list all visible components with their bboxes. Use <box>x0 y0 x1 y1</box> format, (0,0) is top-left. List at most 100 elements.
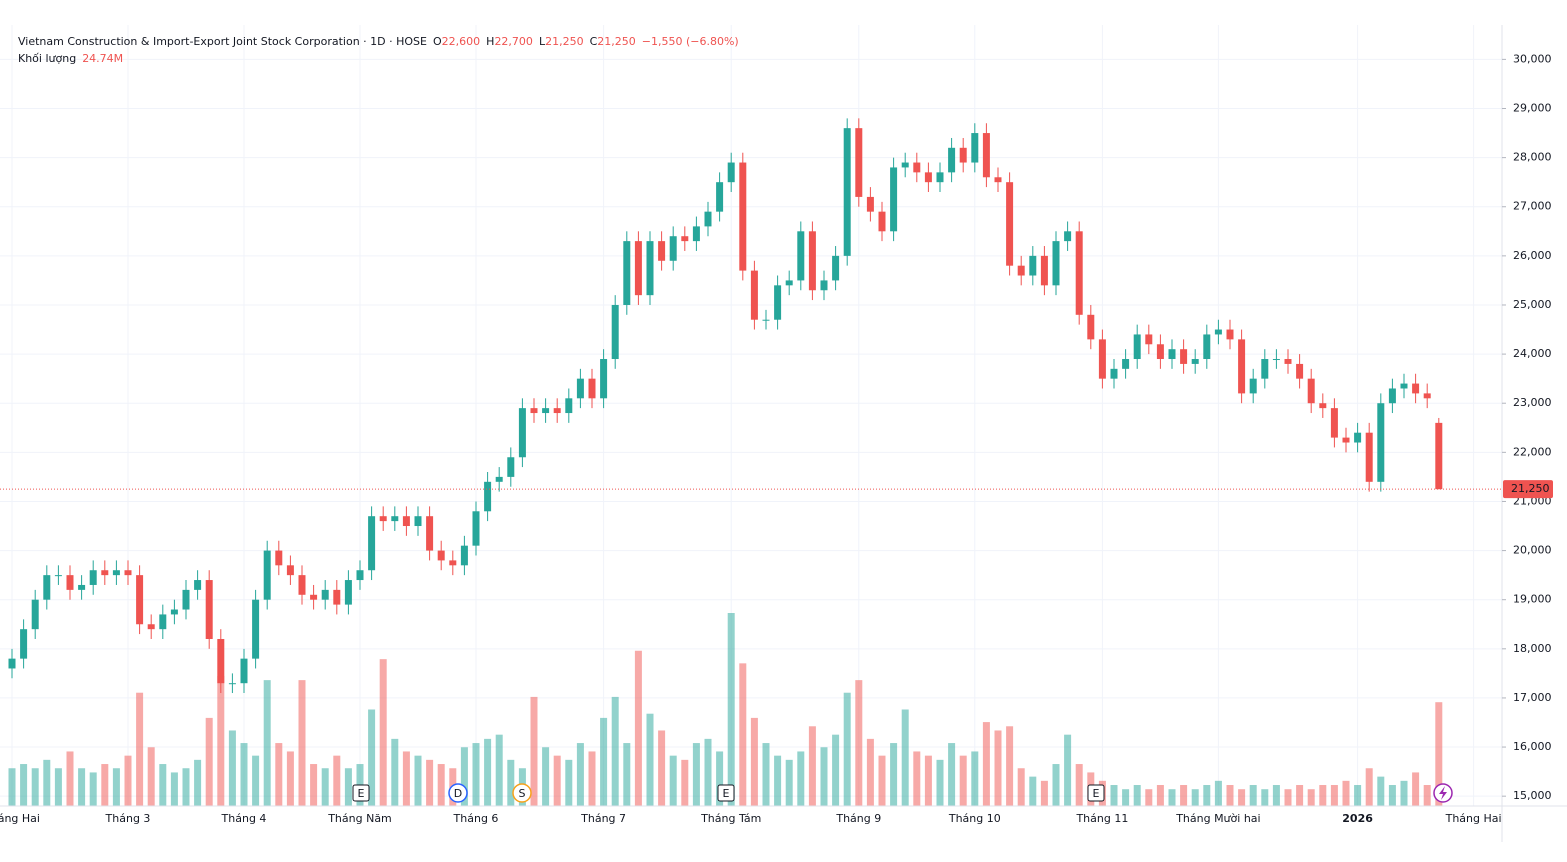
candle-body <box>228 683 236 685</box>
volume-bar <box>1365 768 1373 806</box>
event-marker[interactable]: E <box>352 784 370 802</box>
volume-bar <box>866 738 874 806</box>
y-tick-label: 24,000 <box>1513 347 1552 360</box>
volume-bar <box>1238 789 1246 806</box>
ohlc-key: L <box>539 35 546 48</box>
candle-body <box>1156 344 1164 360</box>
volume-bar <box>205 717 213 806</box>
candle-body <box>495 476 503 482</box>
volume-bar <box>1400 780 1408 806</box>
volume-bar <box>426 759 434 806</box>
candle-body <box>843 128 851 256</box>
candle-body <box>948 147 956 173</box>
volume-bar <box>600 717 608 806</box>
candle-body <box>1029 255 1037 276</box>
candle-body <box>530 408 538 414</box>
volume-bar <box>658 730 666 806</box>
candle-body <box>1191 359 1199 364</box>
candle-body <box>1330 408 1338 438</box>
volume-bar <box>460 747 468 806</box>
candle-body <box>623 241 631 305</box>
candle-body <box>136 575 144 625</box>
y-tick-label: 22,000 <box>1513 445 1552 458</box>
event-badge <box>512 783 532 803</box>
candle-body <box>588 378 596 399</box>
candle-body <box>310 594 318 600</box>
candle-body <box>890 167 898 232</box>
volume-bar <box>1296 785 1304 806</box>
ohlc-key: H <box>486 35 494 48</box>
candle-body <box>1435 422 1443 490</box>
y-tick-label: 30,000 <box>1513 52 1552 65</box>
event-marker[interactable]: E <box>1087 784 1105 802</box>
candle-body <box>565 398 573 414</box>
candle-body <box>982 133 990 178</box>
candle-body <box>101 570 109 576</box>
volume-bar <box>136 692 144 806</box>
candle-body <box>1249 378 1257 394</box>
alert-icon[interactable] <box>1433 783 1453 803</box>
volume-bar <box>646 713 654 806</box>
volume-bar <box>1191 789 1199 806</box>
volume-bar <box>994 730 1002 806</box>
x-tick-label: Tháng 3 <box>105 812 151 825</box>
volume-bar <box>553 755 561 806</box>
candle-body <box>217 638 225 684</box>
candle-body <box>194 580 202 590</box>
candle-body <box>739 162 747 271</box>
volume-bar <box>1180 785 1188 806</box>
volume-bar <box>20 764 28 806</box>
volume-bar <box>495 734 503 806</box>
volume-bar <box>901 709 909 806</box>
x-tick-label: Tháng Tám <box>700 812 761 825</box>
candle-body <box>913 162 921 173</box>
y-tick-label: 18,000 <box>1513 642 1552 655</box>
candle-body <box>774 285 782 320</box>
volume-bar <box>507 759 515 806</box>
volume-bar <box>182 768 190 806</box>
x-tick-label: Tháng Năm <box>327 812 392 825</box>
candle-body <box>298 575 306 595</box>
volume-bar <box>1075 764 1083 806</box>
candle-body <box>785 280 793 286</box>
event-marker[interactable]: S <box>512 783 532 803</box>
candle-body <box>994 177 1002 183</box>
candle-body <box>820 280 828 291</box>
volume-bar <box>240 743 248 806</box>
volume-bar <box>797 751 805 806</box>
volume-bar <box>1064 734 1072 806</box>
candle-body <box>147 624 155 630</box>
volume-bar <box>124 755 132 806</box>
candle-body <box>252 599 260 659</box>
volume-bar <box>1052 764 1060 806</box>
volume-bar <box>310 764 318 806</box>
volume-bar <box>31 768 39 806</box>
candle-body <box>878 211 886 232</box>
last-price-label: 21,250 <box>1511 482 1550 495</box>
event-label: E <box>358 787 365 800</box>
candle-body <box>414 516 422 527</box>
candle-body <box>1365 432 1373 482</box>
candle-body <box>1272 359 1280 361</box>
candle-body <box>275 550 283 566</box>
candle-body <box>1087 314 1095 340</box>
volume-bar <box>959 755 967 806</box>
ohlc-key: O <box>433 35 442 48</box>
candle-body <box>600 359 608 399</box>
volume-bar <box>855 680 863 806</box>
candle-body <box>240 658 248 684</box>
candle-body <box>124 570 132 576</box>
candle-body <box>43 575 51 600</box>
volume-bar <box>623 743 631 806</box>
volume-bar <box>762 743 770 806</box>
candle-body <box>1203 334 1211 360</box>
y-tick-label: 19,000 <box>1513 593 1552 606</box>
candle-body <box>437 550 445 561</box>
event-marker[interactable]: D <box>448 783 468 803</box>
volume-bar <box>588 751 596 806</box>
volume-bar <box>252 755 260 806</box>
event-marker[interactable]: E <box>717 784 735 802</box>
volume-bar <box>228 730 236 806</box>
volume-bar <box>414 755 422 806</box>
candle-body <box>855 128 863 197</box>
